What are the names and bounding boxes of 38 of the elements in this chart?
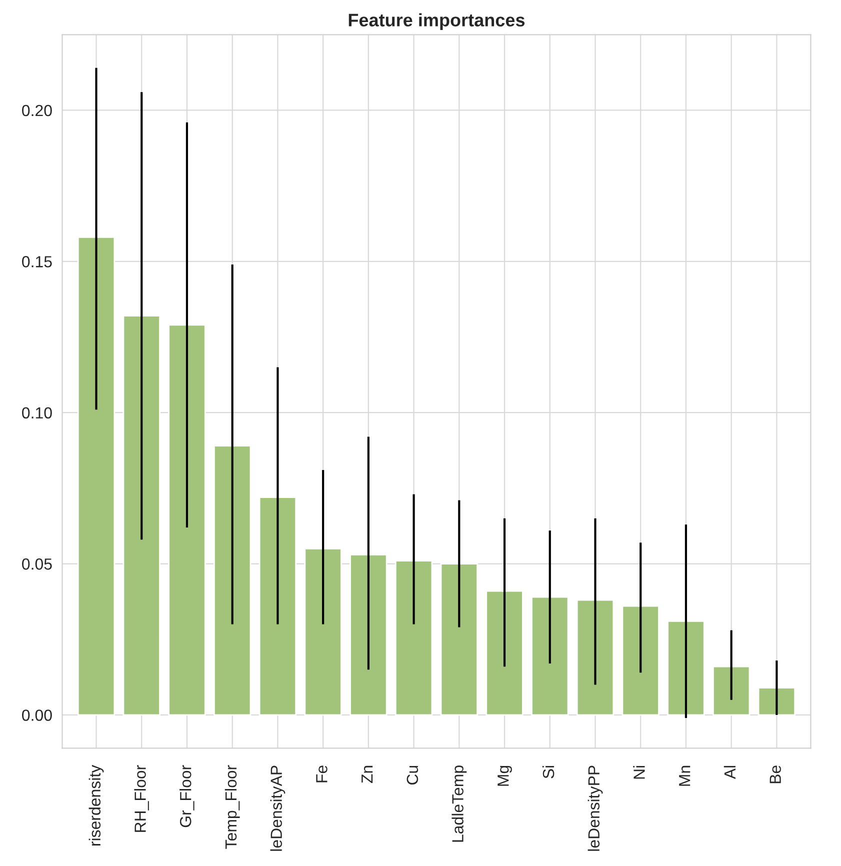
bar xyxy=(712,666,750,716)
x-tick-label: Fe xyxy=(316,766,328,782)
x-tick-label: LadleTemp xyxy=(452,766,467,842)
x-tick-label: leDensityPP xyxy=(588,766,603,851)
x-tick-label: Mg xyxy=(498,766,512,786)
x-tick-label: Temp_Floor xyxy=(224,765,240,849)
x-tick-label: leDensityAP xyxy=(270,766,286,851)
x-tick-label: Si xyxy=(542,766,554,778)
bar xyxy=(394,560,433,716)
bar xyxy=(576,599,614,716)
bar xyxy=(350,554,388,716)
bar xyxy=(214,445,252,716)
x-tick-label: Gr_Floor xyxy=(180,765,194,828)
y-tick-label: 0.20 xyxy=(22,104,52,116)
bar xyxy=(77,236,116,716)
x-tick-label: Mn xyxy=(679,766,690,786)
bar xyxy=(486,590,524,716)
bar xyxy=(440,563,478,716)
x-tick-label: Al xyxy=(724,766,736,780)
x-tick-label: riserdensity xyxy=(88,764,104,846)
y-tick-label: 0.05 xyxy=(22,558,52,570)
x-tick-label: Cu xyxy=(406,766,418,784)
y-tick-label: 0.15 xyxy=(22,256,52,268)
bar xyxy=(667,620,705,716)
x-tick-label: Zn xyxy=(362,766,373,784)
x-tick-label: Ni xyxy=(633,766,645,779)
bar xyxy=(622,605,660,716)
bar xyxy=(531,596,569,716)
bar xyxy=(122,315,160,716)
bar xyxy=(758,687,796,716)
x-tick-label: Be xyxy=(770,766,781,784)
x-tick-label: RH_Floor xyxy=(134,765,149,832)
bar xyxy=(258,496,297,716)
y-tick-label: 0.10 xyxy=(22,407,52,419)
chart-title: Feature importances xyxy=(348,13,525,30)
bar xyxy=(304,548,342,716)
bar xyxy=(168,324,206,716)
y-tick-label: 0.00 xyxy=(22,710,52,721)
